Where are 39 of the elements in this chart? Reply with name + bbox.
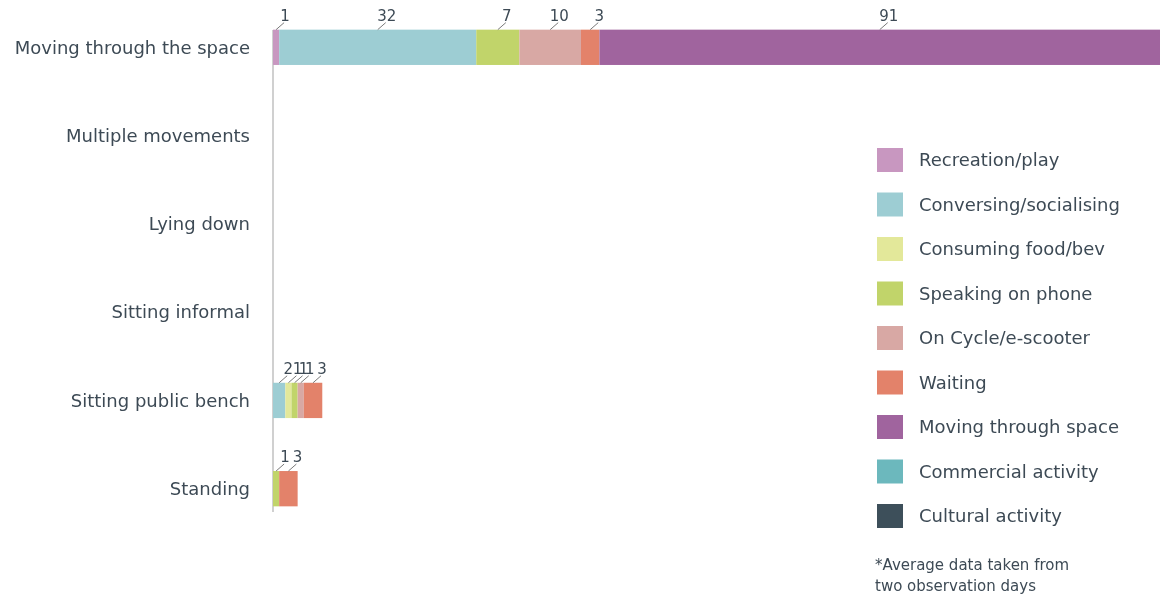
data-label: 7 xyxy=(502,6,512,25)
y-tick-label: Multiple movements xyxy=(66,124,250,146)
y-tick-label: Standing xyxy=(169,477,250,499)
legend-label: Conversing/socialising xyxy=(919,193,1120,215)
legend-label: Consuming food/bev xyxy=(919,238,1106,260)
data-label: 32 xyxy=(377,6,397,25)
legend-label: Speaking on phone xyxy=(919,282,1093,304)
bar xyxy=(580,29,600,65)
bar xyxy=(285,382,292,419)
legend-label: Commercial activity xyxy=(919,460,1100,482)
bar xyxy=(279,471,298,507)
data-label: 1 xyxy=(280,6,290,25)
data-label: 2 xyxy=(283,359,293,378)
bar xyxy=(297,382,304,419)
legend-label: Waiting xyxy=(919,371,987,393)
data-label: 3 xyxy=(317,359,327,378)
data-label: 1 xyxy=(280,448,290,467)
bar xyxy=(273,382,286,419)
y-tick-label: Sitting public bench xyxy=(70,389,250,411)
bar xyxy=(273,471,280,507)
legend-label: Cultural activity xyxy=(919,505,1063,527)
y-tick-label: Sitting informal xyxy=(111,301,250,323)
data-label: 10 xyxy=(549,6,569,25)
bar xyxy=(599,29,1160,65)
bar xyxy=(303,382,323,419)
legend-label: Moving through space xyxy=(919,416,1120,438)
y-tick-label: Moving through the space xyxy=(14,36,250,58)
legend-label: Recreation/play xyxy=(919,149,1060,171)
bar xyxy=(291,382,298,419)
bar xyxy=(273,29,280,65)
text: *Average data taken from two observation days xyxy=(875,556,1070,595)
legend-label: On Cycle/e-scooter xyxy=(919,327,1091,349)
bar xyxy=(279,29,477,65)
bar xyxy=(476,29,520,65)
data-label: 3 xyxy=(292,448,303,467)
data-label: 3 xyxy=(594,6,604,25)
y-tick-label: Lying down xyxy=(148,213,250,235)
bar xyxy=(519,29,581,65)
data-label: 91 xyxy=(879,6,899,25)
